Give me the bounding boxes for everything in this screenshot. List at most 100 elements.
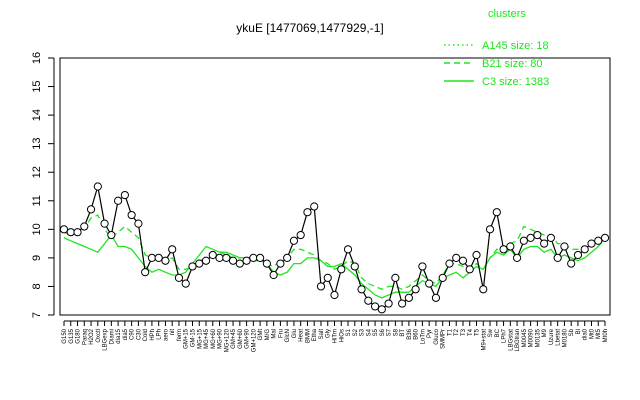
x-tick-label: Diami	[109, 329, 115, 344]
x-tick-label: LPh	[157, 329, 163, 340]
x-tick-label: Sb	[569, 328, 575, 336]
data-point	[600, 233, 610, 242]
y-tick-label: 16	[31, 52, 43, 64]
data-point	[546, 233, 556, 242]
x-tick-label: Gly	[326, 329, 332, 338]
x-tick-label: dia15	[116, 328, 122, 343]
data-point	[59, 225, 69, 234]
y-tick-label: 14	[31, 109, 43, 121]
data-point	[398, 299, 407, 308]
x-tick-label: GMt	[258, 329, 264, 341]
data-point	[100, 219, 109, 228]
x-tick-label: Mt5	[596, 328, 602, 339]
x-tick-label: M0135	[535, 328, 541, 347]
data-point	[141, 268, 150, 277]
data-point	[512, 253, 522, 262]
plot-area: 7 8 9 10 11 12 13 14 15 16 G150 G135 G180 Paraq H2O2 Ox…	[31, 52, 611, 352]
data-point	[215, 253, 224, 262]
x-tick-label: aero	[163, 328, 169, 341]
data-point	[242, 256, 251, 265]
x-tick-label: G180	[76, 328, 82, 343]
data-point	[316, 282, 326, 291]
x-tick-label: BT	[400, 329, 406, 337]
data-point	[228, 256, 238, 265]
x-tick-label: HiOs	[339, 329, 345, 342]
x-tick-label: LPh7	[502, 328, 508, 343]
x-tick-label: S3	[360, 328, 366, 336]
legend-title: clusters	[488, 8, 526, 20]
series-line-b21	[63, 214, 606, 291]
chart-title: ykuE [1477069,1477929,-1]	[236, 21, 383, 35]
x-tick-label: Bl	[576, 329, 582, 334]
y-tick-label: 11	[31, 195, 43, 206]
x-tick-label: LBGtran	[515, 329, 521, 351]
x-tick-label: nit	[170, 329, 176, 336]
data-point	[391, 273, 400, 282]
data-point	[573, 250, 583, 260]
x-tick-label: Pyr	[427, 329, 433, 338]
data-point	[465, 265, 474, 274]
x-tick-label: T3	[461, 328, 467, 336]
x-tick-label: T2	[454, 328, 460, 336]
x-tick-label: Paraq	[82, 329, 88, 345]
data-point	[323, 273, 332, 282]
x-tick-label: Oxctl	[96, 329, 102, 343]
data-point	[472, 250, 481, 260]
data-point	[222, 253, 231, 262]
data-point	[188, 262, 197, 271]
y-tick-label: 7	[31, 312, 43, 318]
data-point	[303, 208, 312, 217]
x-tick-label: S6	[380, 328, 386, 336]
data-point	[269, 270, 278, 280]
data-point	[519, 236, 528, 245]
data-point	[404, 293, 413, 302]
data-point	[256, 253, 265, 262]
data-point	[485, 225, 495, 234]
data-point	[249, 253, 258, 262]
x-tick-label: Mt0	[589, 328, 595, 339]
data-point	[174, 273, 184, 282]
x-tick-label: BMM	[305, 329, 311, 343]
y-tick-label: 8	[31, 283, 43, 289]
x-tick-label: Cold	[143, 329, 149, 341]
x-tick-label: M0045	[522, 328, 528, 347]
x-tick-label: T5	[475, 328, 481, 336]
data-point	[418, 262, 427, 271]
x-tick-label: C30	[136, 328, 142, 340]
y-tick-label: 15	[31, 80, 43, 92]
x-tick-label: S1	[346, 328, 352, 336]
data-point	[120, 190, 129, 200]
data-point	[506, 242, 515, 251]
data-point	[553, 253, 562, 262]
y-tick-label: 13	[31, 138, 43, 150]
x-tick-label: S8	[393, 328, 399, 336]
data-point	[154, 253, 163, 262]
data-point	[587, 239, 596, 248]
x-tick-label: M9	[542, 328, 548, 337]
data-point	[533, 230, 542, 240]
data-point	[357, 285, 366, 294]
data-point	[384, 299, 393, 308]
data-point	[93, 182, 102, 191]
x-tick-label: B36	[407, 328, 413, 339]
x-tick-label: Fru	[278, 329, 284, 338]
data-point	[492, 208, 501, 217]
x-tick-label: Salt	[319, 329, 325, 340]
data-point	[540, 239, 549, 248]
x-tick-label: LBGstat	[508, 329, 514, 351]
data-point	[526, 233, 535, 242]
x-tick-label: S7	[387, 328, 393, 336]
x-tick-label: S4	[366, 328, 372, 336]
data-point	[337, 265, 346, 274]
x-tick-label: Glu	[292, 329, 298, 338]
data-point	[452, 253, 461, 262]
y-tick-label: 9	[31, 255, 43, 261]
x-tick-label: GM+60	[238, 328, 244, 349]
x-tick-label: GM+90	[245, 328, 251, 349]
legend-label-a145: A145 size: 18	[482, 40, 549, 52]
data-point	[425, 279, 434, 288]
data-point	[235, 259, 244, 268]
x-tick-label: Heat	[299, 329, 305, 342]
data-point	[147, 253, 157, 262]
data-point	[364, 296, 373, 305]
